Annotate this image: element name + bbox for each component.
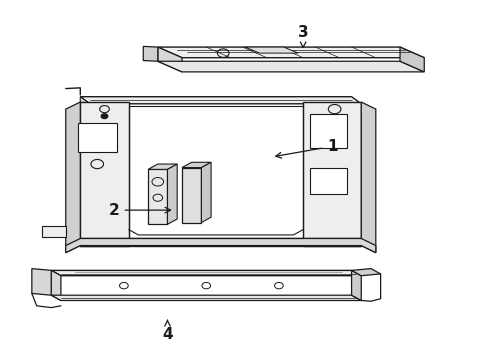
Text: 1: 1	[276, 139, 338, 158]
Polygon shape	[352, 270, 361, 301]
Polygon shape	[303, 102, 361, 246]
Polygon shape	[80, 102, 129, 246]
Polygon shape	[400, 47, 424, 72]
Polygon shape	[148, 169, 168, 224]
Polygon shape	[143, 46, 158, 61]
Polygon shape	[80, 238, 361, 246]
Polygon shape	[158, 47, 424, 58]
Polygon shape	[352, 269, 381, 276]
Polygon shape	[201, 162, 211, 222]
Text: 2: 2	[109, 203, 171, 218]
Polygon shape	[51, 270, 61, 301]
Polygon shape	[80, 97, 361, 104]
Polygon shape	[168, 164, 177, 224]
Polygon shape	[51, 295, 361, 301]
Polygon shape	[182, 168, 201, 222]
Polygon shape	[182, 162, 211, 168]
Polygon shape	[361, 102, 376, 253]
Circle shape	[101, 114, 108, 119]
Polygon shape	[158, 61, 424, 72]
Polygon shape	[245, 47, 298, 53]
Bar	[310, 168, 347, 194]
Polygon shape	[51, 270, 361, 276]
Polygon shape	[148, 164, 177, 169]
Bar	[78, 123, 117, 152]
Polygon shape	[32, 269, 51, 295]
Text: 4: 4	[162, 320, 173, 342]
Bar	[310, 114, 347, 148]
Polygon shape	[158, 47, 182, 72]
Polygon shape	[80, 97, 90, 109]
Polygon shape	[66, 102, 80, 253]
Polygon shape	[66, 238, 376, 253]
Polygon shape	[42, 226, 66, 237]
Text: 3: 3	[298, 26, 308, 48]
